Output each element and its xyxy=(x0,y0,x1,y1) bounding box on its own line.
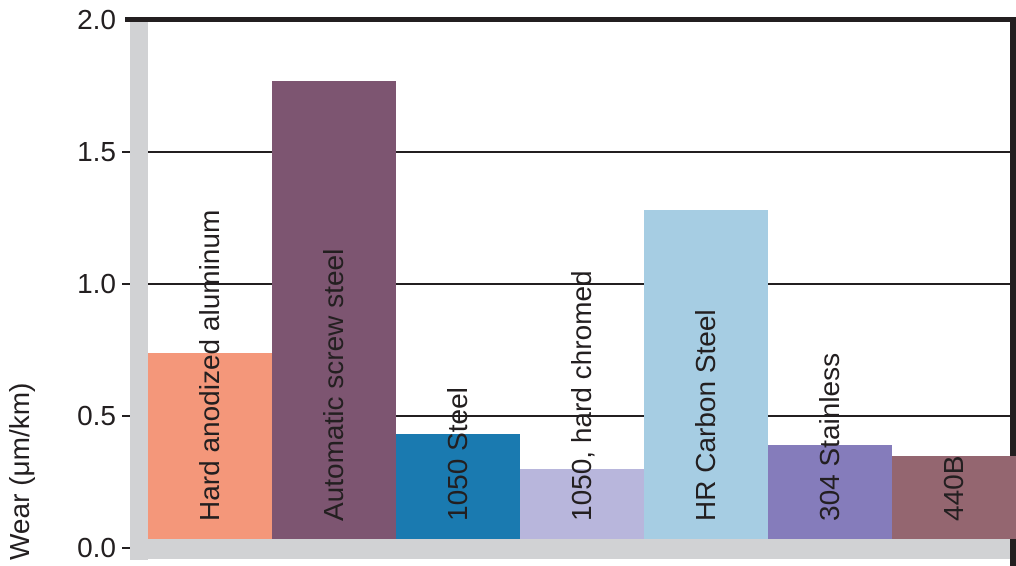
bar xyxy=(520,469,644,539)
bar-label: Automatic screw steel xyxy=(318,248,349,521)
plot-frame-left xyxy=(130,22,148,560)
bar xyxy=(272,81,396,539)
bar-label: 304 Stainless xyxy=(814,352,845,521)
plot-frame-bottom xyxy=(130,539,1010,559)
bar-label: 440B xyxy=(938,455,969,521)
ytick-0-5 xyxy=(122,415,130,417)
bar xyxy=(644,210,768,539)
ytick-label-0-5: 0.5 xyxy=(77,400,116,431)
gridline-1-5 xyxy=(148,151,1010,153)
bar xyxy=(396,434,520,539)
gridline-1-0 xyxy=(148,283,1010,285)
ytick-label-1-0: 1.0 xyxy=(77,268,116,299)
bar-label: HR Carbon Steel xyxy=(690,309,721,521)
ytick-1-5 xyxy=(122,151,130,153)
bar-label: 1050 Steel xyxy=(442,387,473,521)
ytick-0-0 xyxy=(122,547,130,549)
bar-label: 1050, hard chromed xyxy=(566,270,597,521)
bar xyxy=(892,456,1016,539)
plot-frame-top xyxy=(125,17,1016,22)
gridline-0-5 xyxy=(148,415,1010,417)
ytick-label-0-0: 0.0 xyxy=(77,532,116,563)
bar-label: Hard anodized aluminum xyxy=(194,209,225,521)
y-axis-label: Wear (μm/km) xyxy=(4,382,35,560)
plot-frame-right xyxy=(1010,17,1016,566)
ytick-1-0 xyxy=(122,283,130,285)
ytick-label-1-5: 1.5 xyxy=(77,136,116,167)
bar xyxy=(148,353,272,539)
bar xyxy=(768,445,892,539)
ytick-label-2-0: 2.0 xyxy=(77,4,116,35)
